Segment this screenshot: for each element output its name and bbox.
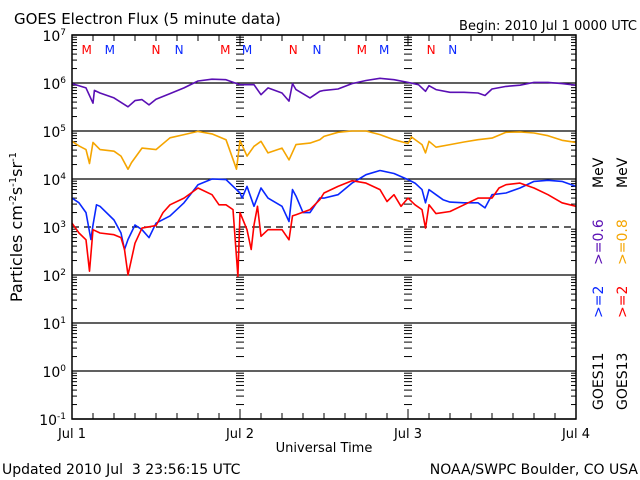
event-marker: N [289,43,298,57]
x-tick-label: Jul 4 [561,427,590,442]
series-group [71,77,577,278]
x-tick-labels: Jul 1 Jul 2 Jul 3 Jul 4 [57,427,590,442]
x-tick-label: Jul 3 [393,427,422,442]
x-tick-label: Jul 2 [225,427,254,442]
y-tick-label: 102 [42,268,66,285]
y-tick-label: 107 [42,28,66,45]
legend-energy: >=2 [615,286,631,318]
event-marker: M [220,43,230,57]
y-tick-label: 101 [42,316,66,333]
event-marker: M [82,43,92,57]
chart-title: GOES Electron Flux (5 minute data) [14,10,281,28]
x-axis-label: Universal Time [276,441,373,456]
legend-energy: >=0.6 [591,219,607,265]
legend-satellite: GOES11 [591,353,607,410]
event-marker: N [152,43,161,57]
legend-column: GOES11 >=2 >=0.6 MeV [591,157,607,410]
legend-column: GOES13 >=2 >=0.8 MeV [615,157,631,410]
y-axis-label: Particles cm-2s-1sr-1 [7,152,26,302]
event-marker: N [427,43,436,57]
legend-unit: MeV [591,157,607,188]
begin-label: Begin: 2010 Jul 1 0000 UTC [459,19,637,34]
event-marker: M [105,43,115,57]
legend-unit: MeV [615,157,631,188]
y-tick-label: 105 [42,124,66,141]
y-tick-label: 10-1 [39,412,66,429]
event-marker: N [448,43,457,57]
event-marker: N [313,43,322,57]
y-tick-label: 103 [42,220,66,237]
credit-text: NOAA/SWPC Boulder, CO USA [430,462,639,478]
legend-energy: >=2 [591,286,607,318]
updated-timestamp: Updated 2010 Jul 3 23:56:15 UTC [2,462,241,478]
series-line-1 [71,130,577,170]
series-line-3 [71,179,577,278]
x-tick-label: Jul 1 [57,427,86,442]
y-tick-label: 106 [42,76,66,93]
plot-frame [71,34,577,420]
y-tick-labels: 107 106 105 104 103 102 101 100 10-1 [39,28,66,429]
legend-satellite: GOES13 [615,353,631,410]
legend-energy: >=0.8 [615,219,631,265]
legend: GOES11 >=2 >=0.6 MeV GOES13 >=2 >=0.8 MeV [591,157,631,410]
event-marker: M [357,43,367,57]
series-line-0 [71,77,577,108]
y-tick-label: 100 [42,364,66,381]
y-tick-label: 104 [42,172,66,189]
event-marker: N [175,43,184,57]
series-line-2 [71,169,577,251]
event-marker: M [242,43,252,57]
event-marker: M [379,43,389,57]
